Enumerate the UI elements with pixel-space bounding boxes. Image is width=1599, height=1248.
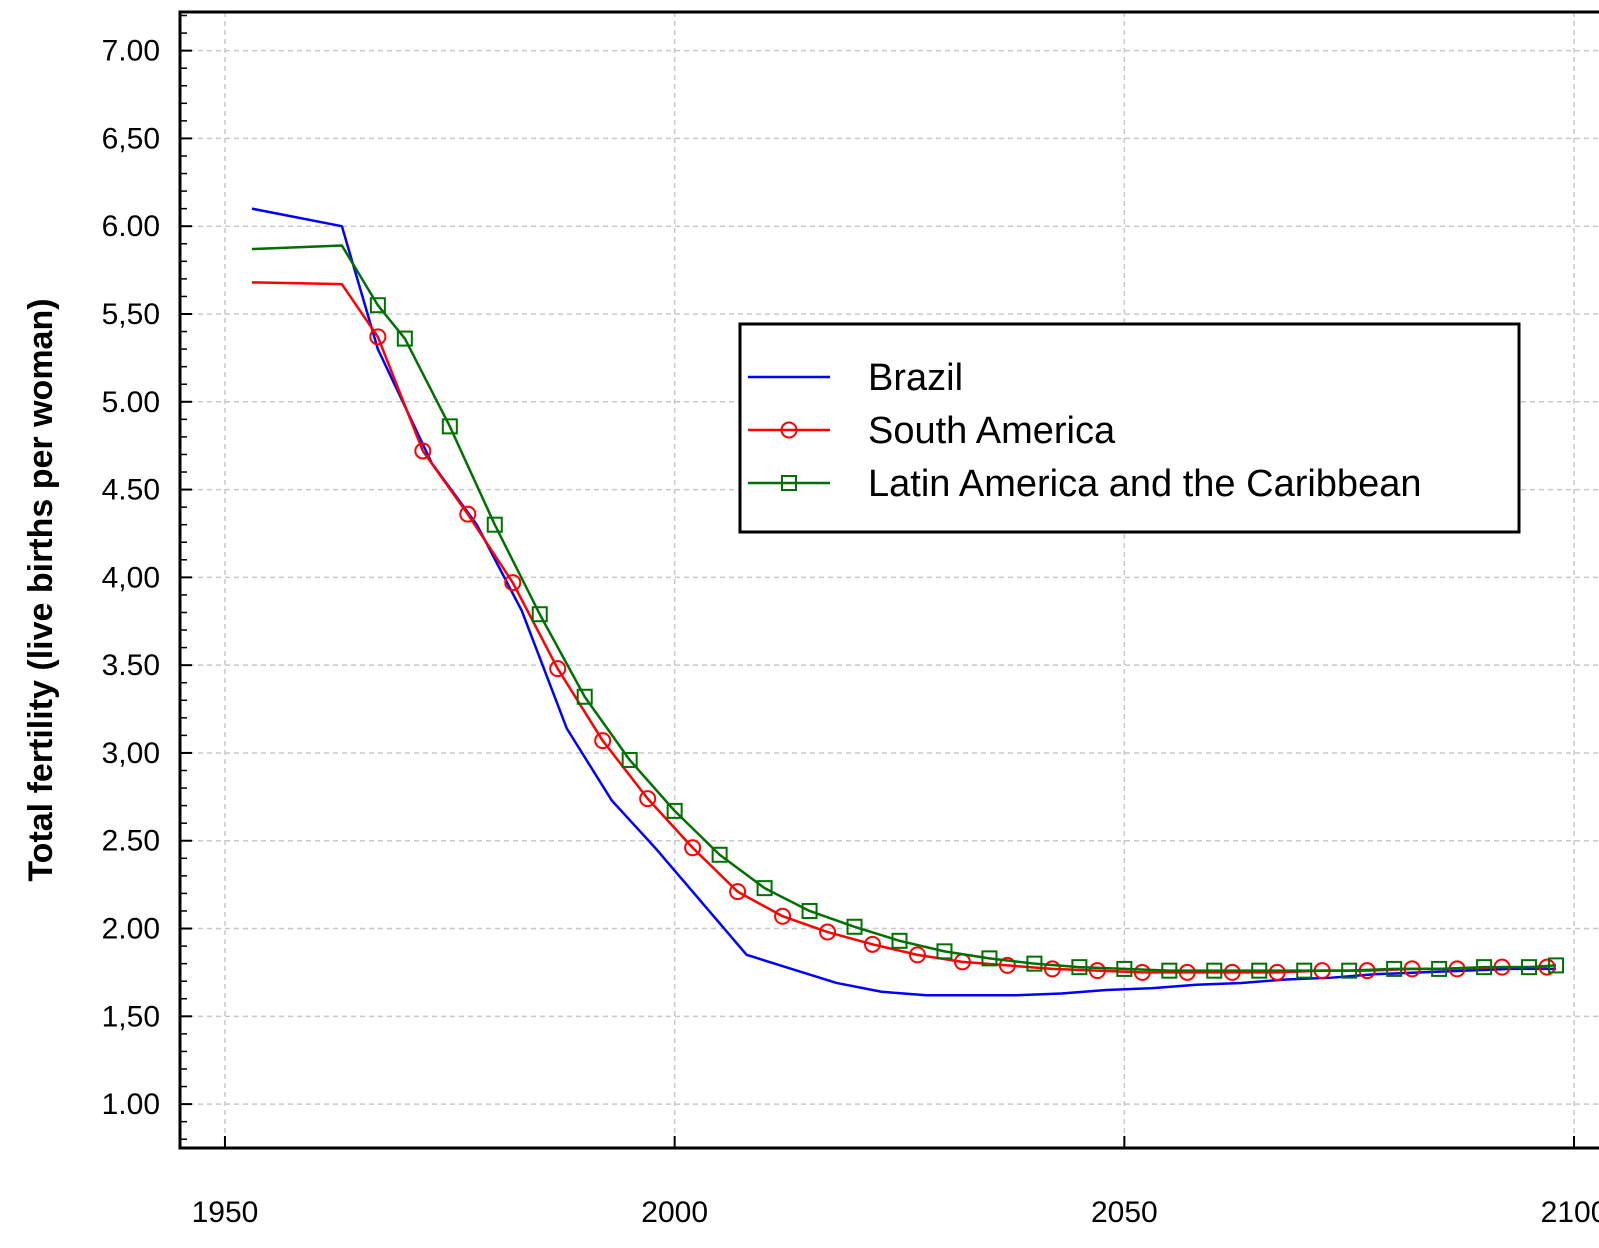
data-point (729, 883, 747, 901)
plot-frame (178, 10, 1599, 1150)
y-tick-label: 2.00 (102, 913, 160, 946)
series-layer (251, 207, 1565, 997)
data-point (908, 946, 926, 964)
legend-box (738, 322, 1521, 534)
y-tick-label: 4.50 (102, 474, 160, 507)
legend-label: South America (868, 410, 1116, 452)
data-point (819, 923, 837, 941)
legend-item-brazil: Brazil (748, 357, 963, 399)
y-axis-label: Total fertility (live births per woman) (22, 298, 60, 881)
data-point (396, 330, 413, 347)
data-point (549, 660, 567, 678)
data-point (1268, 963, 1286, 981)
data-point (1548, 957, 1565, 974)
data-point (1476, 959, 1493, 976)
y-tick-label: 6,50 (102, 122, 160, 155)
data-point (666, 802, 683, 819)
data-point (441, 418, 458, 435)
data-point (639, 790, 657, 808)
x-tick-label: 2000 (641, 1196, 708, 1229)
data-point (981, 950, 998, 967)
series-latin-america-and-the-caribbean (251, 244, 1565, 979)
data-point (864, 935, 882, 953)
y-tick-label: 4,00 (102, 561, 160, 594)
data-point (1386, 960, 1403, 977)
y-tick-label: 2.50 (102, 825, 160, 858)
y-tick-label: 6.00 (102, 210, 160, 243)
data-point (1178, 963, 1196, 981)
data-point (1296, 962, 1313, 979)
legend-marker (780, 421, 798, 439)
data-point (369, 297, 386, 314)
data-point (1521, 959, 1538, 976)
series-line-brazil (251, 207, 1557, 997)
y-tick-label: 5.00 (102, 386, 160, 419)
data-point (1071, 959, 1088, 976)
y-tick-label: 1.00 (102, 1088, 160, 1121)
data-point (1161, 962, 1178, 979)
legend-marker (781, 475, 797, 491)
data-point (621, 751, 638, 768)
data-point (594, 732, 612, 750)
data-point (998, 956, 1016, 974)
data-point (1341, 962, 1358, 979)
data-point (459, 505, 477, 523)
x-tick-label: 1950 (192, 1196, 259, 1229)
data-point (504, 574, 522, 592)
data-point (774, 907, 792, 925)
x-tick-label: 2050 (1091, 1196, 1158, 1229)
data-point (756, 880, 773, 897)
data-point (531, 606, 548, 623)
data-point (1026, 955, 1043, 972)
series-brazil (251, 207, 1557, 997)
data-point (1116, 960, 1133, 977)
legend-label: Latin America and the Caribbean (868, 463, 1421, 505)
data-point (1206, 962, 1223, 979)
data-point (576, 688, 593, 705)
legend-item-south-america: South America (748, 410, 1116, 452)
y-tick-label: 5,50 (102, 298, 160, 331)
x-axis-ticks: 1950 2000 2050 2100 (192, 1136, 1599, 1229)
y-tick-label: 3.50 (102, 649, 160, 682)
y-tick-label: 7.00 (102, 35, 160, 68)
data-point (486, 516, 503, 533)
data-point (1088, 962, 1106, 980)
y-tick-label: 1,50 (102, 1000, 160, 1033)
legend: Brazil South America Latin America and the… (738, 322, 1521, 534)
data-point (369, 328, 387, 346)
legend-label: Brazil (868, 357, 963, 399)
data-point (936, 943, 953, 960)
data-point (1251, 962, 1268, 979)
data-point (891, 932, 908, 949)
data-point (846, 918, 863, 935)
data-point (684, 839, 702, 857)
data-point (711, 846, 728, 863)
x-tick-label: 2100 (1541, 1196, 1599, 1229)
data-point (414, 442, 432, 460)
legend-item-latin-america-and-the-caribbean: Latin America and the Caribbean (748, 463, 1421, 505)
data-point (1431, 960, 1448, 977)
y-tick-label: 3,00 (102, 737, 160, 770)
data-point (1223, 963, 1241, 981)
data-point (801, 902, 818, 919)
y-axis-ticks: 1.00 1,50 2.00 2.50 3,00 3.50 4,00 4.50 5.00 5,50… (102, 35, 192, 1121)
data-point (1133, 963, 1151, 981)
data-point (1043, 960, 1061, 978)
